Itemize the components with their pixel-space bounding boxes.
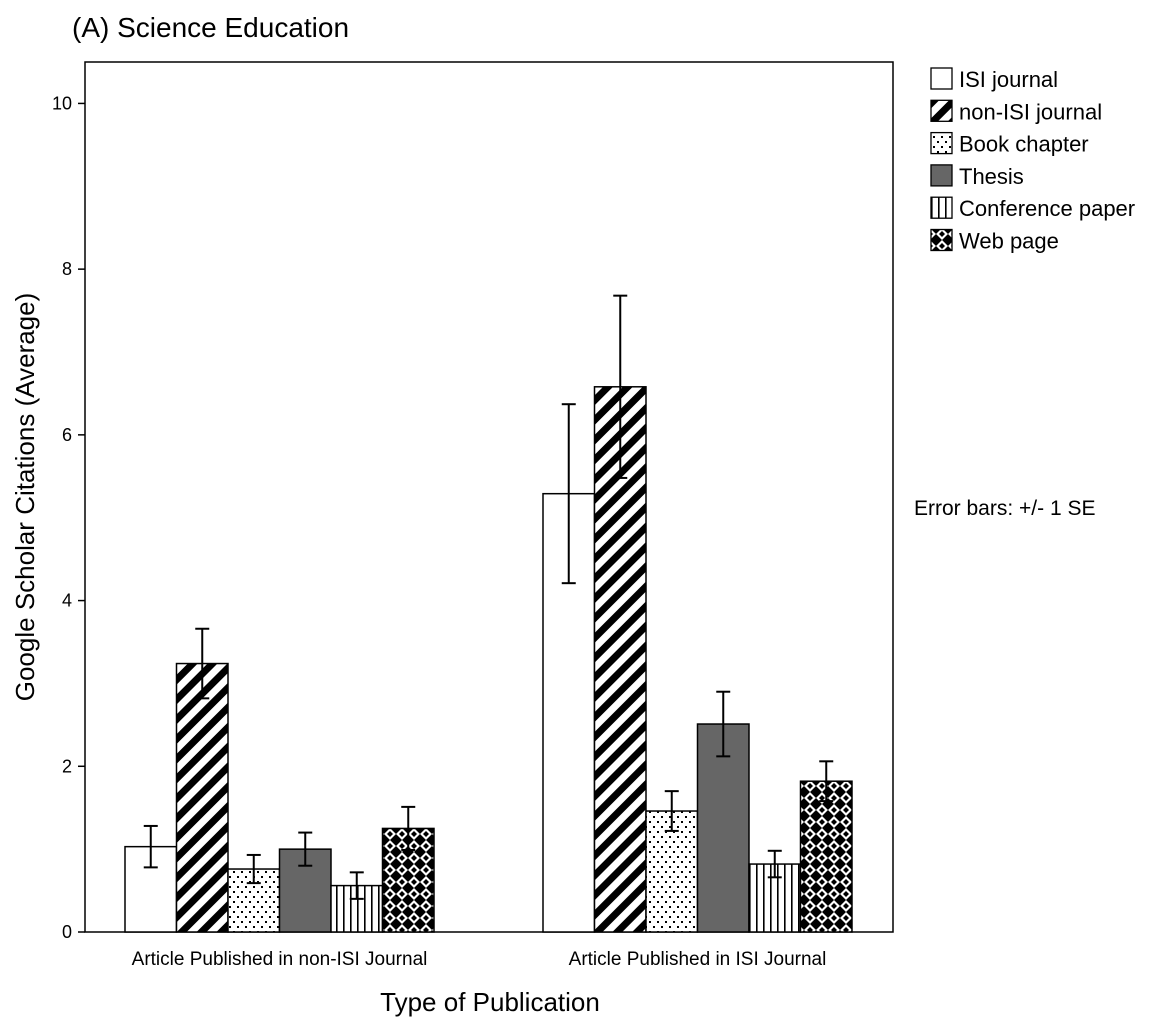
bar-1-5 [799,780,853,933]
legend-label-0: ISI journal [959,67,1058,92]
bar-0-5 [381,827,435,933]
legend-swatch-5 [930,228,953,252]
error-bar-1-4 [767,849,782,879]
error-bar-1-3 [716,690,731,758]
legend-swatch-1 [930,99,953,122]
legend-swatch-2 [930,131,953,155]
y-axis: 0 2 4 6 8 10 [52,93,85,942]
chart-title: (A) Science Education [72,12,349,43]
plot-frame [84,61,894,933]
error-bar-1-5 [819,760,834,803]
bars-group [124,386,853,933]
legend-label-1: non-ISI journal [959,99,1102,124]
legend: ISI journal non-ISI journal Book chapter Th… [930,67,1135,254]
y-tick-label-5: 10 [52,93,72,113]
error-bar-1-1 [613,294,628,479]
legend-label-2: Book chapter [959,132,1089,157]
error-bar-0-4 [349,871,364,900]
error-bar-1-0 [561,403,576,585]
bar-0-3 [278,848,332,933]
bar-0-1 [175,662,229,933]
error-bar-0-5 [401,805,416,851]
y-tick-label-1: 2 [62,756,72,776]
y-axis-label: Google Scholar Citations (Average) [10,293,40,702]
legend-swatch-4 [930,196,953,219]
y-tick-label-0: 0 [62,922,72,942]
legend-label-3: Thesis [959,164,1024,189]
error-bar-0-3 [298,831,313,867]
error-bar-0-0 [143,824,158,869]
legend-label-5: Web page [959,229,1059,254]
legend-swatch-0 [930,67,953,90]
error-bar-0-2 [246,853,261,885]
legend-label-4: Conference paper [959,196,1135,221]
error-bars-group [143,294,834,900]
y-tick-label-3: 6 [62,425,72,445]
legend-swatch-3 [930,164,953,187]
x-category-label-1: Article Published in ISI Journal [569,949,827,970]
x-category-label-0: Article Published in non-ISI Journal [132,949,428,970]
error-bar-note: Error bars: +/- 1 SE [914,497,1095,520]
y-tick-label-4: 8 [62,259,72,279]
x-axis-label: Type of Publication [380,987,600,1017]
error-bar-0-1 [195,627,210,700]
error-bar-1-2 [664,790,679,832]
y-tick-label-2: 4 [62,591,72,611]
x-axis-categories: Article Published in non-ISI Journal Arti… [132,949,827,970]
